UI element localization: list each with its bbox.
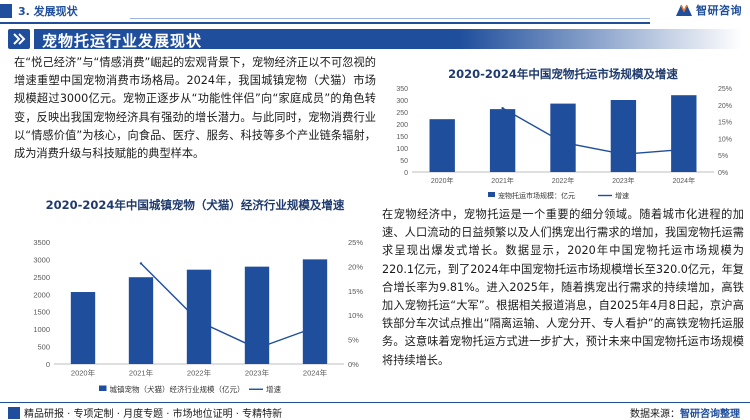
right-axis-tick: 25% (718, 86, 732, 93)
growth-point (314, 326, 316, 328)
right-axis-tick: 10% (718, 136, 732, 143)
bar (430, 119, 455, 172)
title-icon (8, 29, 30, 49)
x-axis-tick: 2022年 (552, 176, 575, 185)
left-axis-tick: 3000 (33, 255, 50, 264)
chart-legend: 城镇宠物（犬猫）经济行业规模（亿元） 增速 (99, 384, 281, 394)
x-axis-tick: 2022年 (187, 368, 212, 378)
left-axis-tick: 150 (396, 134, 408, 141)
footer-divider (0, 402, 750, 403)
x-axis-tick: 2021年 (129, 368, 154, 378)
right-axis-tick: 5% (718, 153, 728, 160)
left-axis-tick: 3500 (33, 238, 50, 247)
left-axis-tick: 0 (46, 360, 50, 369)
brand-logo: 智研咨询 (675, 2, 742, 18)
left-axis-tick: 0 (404, 170, 408, 177)
left-axis-tick: 200 (396, 122, 408, 129)
x-axis-tick: 2021年 (491, 176, 514, 185)
x-axis-tick: 2023年 (245, 368, 270, 378)
section-header: 3. 发展现状 (0, 0, 750, 24)
right-axis-tick: 0% (348, 360, 359, 369)
footer-source-prefix: 数据来源： (630, 409, 680, 420)
left-axis-tick: 250 (396, 110, 408, 117)
legend-bar-swatch (488, 192, 495, 197)
growth-line (141, 263, 315, 348)
right-axis-tick: 20% (718, 103, 732, 110)
left-axis-tick: 1000 (33, 325, 50, 334)
growth-point (140, 262, 142, 264)
bar (71, 292, 95, 364)
brand-logo-icon (675, 2, 693, 18)
footer-services-text: 精品研报 · 专项定制 · 月度专题 · 市场地位证明 · 专精特新 (24, 405, 282, 420)
right-axis-tick: 15% (348, 287, 363, 296)
x-axis-tick: 2024年 (673, 176, 696, 185)
x-axis-tick: 2020年 (71, 368, 96, 378)
section-divider-thin (130, 18, 650, 19)
left-axis-tick: 100 (396, 146, 408, 153)
x-axis-tick: 2020年 (431, 176, 454, 185)
page-title-bar: 宠物托运行业发展现状 (8, 28, 742, 50)
chart-title-urban-pet: 2020-2024年中国城镇宠物（犬猫）经济行业规模及增速 (20, 196, 370, 215)
legend-bar-swatch (99, 386, 107, 392)
page-footer: 精品研报 · 专项定制 · 月度专题 · 市场地位证明 · 专精特新 数据来源：… (0, 402, 750, 420)
section-divider (0, 22, 650, 24)
bar (129, 277, 153, 364)
right-axis-tick: 10% (348, 311, 363, 320)
left-axis-tick: 50 (400, 158, 408, 165)
right-axis-tick: 5% (348, 336, 359, 345)
legend-bar-label: 城镇宠物（犬猫）经济行业规模（亿元） (110, 384, 245, 394)
growth-point (622, 153, 624, 155)
bar (490, 109, 515, 172)
growth-line (503, 108, 684, 154)
legend-line-label: 增速 (266, 384, 281, 394)
intro-paragraph: 在“悦己经济”与“情感消费”崛起的宏观背景下，宠物经济正以不可忽视的增速重塑中国… (14, 54, 376, 184)
left-axis-tick: 500 (37, 343, 50, 352)
left-axis-tick: 2500 (33, 273, 50, 282)
growth-point (198, 320, 200, 322)
chart-title-pet-transport: 2020-2024年中国宠物托运市场规模及增速 (382, 66, 744, 82)
section-label: 3. 发展现状 (18, 3, 78, 19)
x-axis-tick: 2023年 (612, 176, 635, 185)
page-title: 宠物托运行业发展现状 (42, 30, 202, 51)
bar (671, 95, 696, 172)
footer-source-brand: 智研咨询整理 (680, 409, 740, 420)
footer-source: 数据来源：智研咨询整理 (630, 405, 740, 420)
bar (303, 259, 327, 364)
left-axis-tick: 300 (396, 98, 408, 105)
growth-point (562, 141, 564, 143)
left-axis-tick: 1500 (33, 308, 50, 317)
growth-point (256, 347, 258, 349)
bar (187, 270, 211, 364)
transport-paragraph: 在宠物经济中，宠物托运是一个重要的细分领域。随着城市化进程的加速、人口流动的日益… (382, 206, 744, 396)
left-axis-tick: 350 (396, 86, 408, 93)
section-marker (0, 4, 12, 18)
right-axis-tick: 15% (718, 120, 732, 127)
growth-point (683, 148, 685, 150)
left-axis-tick: 2000 (33, 290, 50, 299)
growth-point (501, 107, 503, 109)
right-axis-tick: 25% (348, 238, 363, 247)
x-axis-tick: 2024年 (303, 368, 328, 378)
legend-bar-label: 宠物托运市场规模：亿元 (498, 191, 575, 200)
brand-name: 智研咨询 (696, 2, 742, 18)
footer-services: 精品研报 · 专项定制 · 月度专题 · 市场地位证明 · 专精特新 (8, 405, 282, 420)
pet-transport-chart: 0 50 100 150 200 250 300 350 0% 5% 10% 15% 20% 25% 202… (382, 82, 744, 202)
right-axis-tick: 0% (718, 170, 728, 177)
chart-legend: 宠物托运市场规模：亿元 增速 (488, 191, 629, 200)
right-axis-tick: 20% (348, 262, 363, 271)
bar (611, 100, 636, 172)
legend-line-label: 增速 (615, 191, 629, 200)
urban-pet-chart: 0 500 1000 1500 2000 2500 3000 3500 0% 5% 10% 15% 20… (14, 236, 376, 396)
footer-square-icon (8, 407, 20, 419)
